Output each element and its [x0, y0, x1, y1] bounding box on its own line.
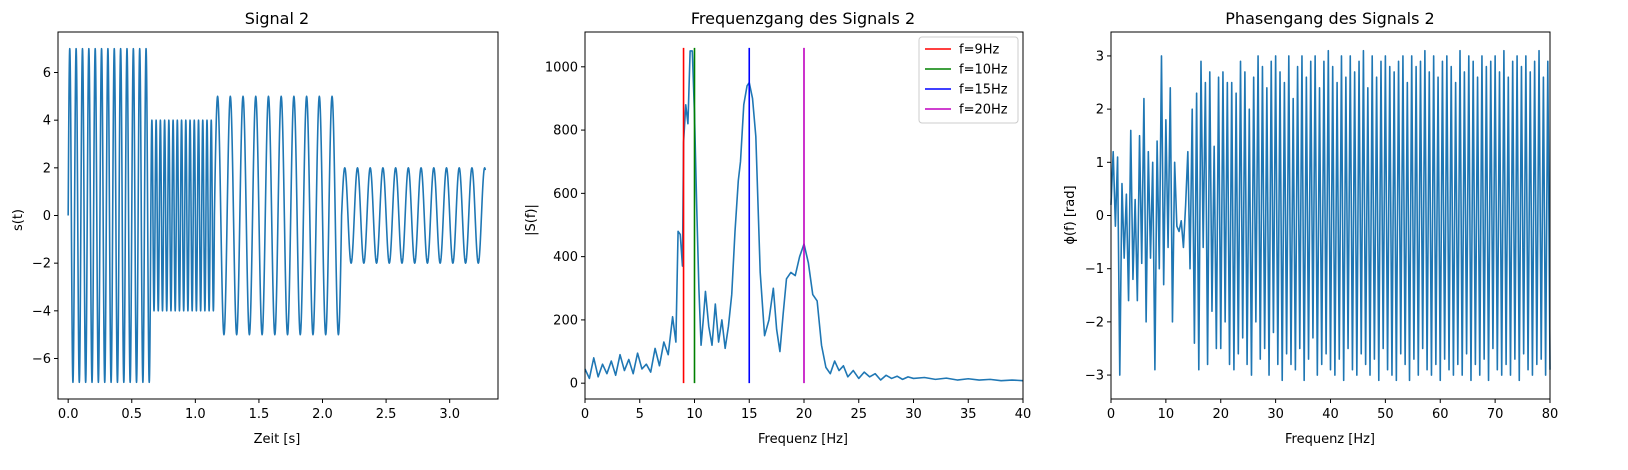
signal-plot-frame — [57, 31, 499, 400]
signal-plot-xtick-label: 0.5 — [121, 407, 142, 422]
signal-plot-ylabel: s(t) — [11, 209, 26, 231]
frequency-response-plot-ytick-label: 0 — [570, 377, 578, 392]
signal-plot-xtick-label: 2.0 — [312, 407, 333, 422]
signal-plot-xtick-label: 1.5 — [249, 407, 270, 422]
phase-response-plot-ytick-label: 1 — [1096, 156, 1104, 171]
signal-plot-ytick-label: 6 — [43, 66, 51, 81]
signal-plot-ticks: 0.0 0.5 1.0 1.5 2.0 2.5 3.0 −6 −4 −2 0 2 4 6 — [32, 66, 460, 422]
phase-line — [1110, 49, 1551, 382]
signal-plot-ytick-label: 4 — [43, 114, 51, 129]
frequency-response-plot-xtick-label: 30 — [905, 407, 922, 422]
phase-response-plot-frame — [1110, 31, 1551, 400]
signal-plot-marks — [67, 47, 487, 384]
legend-box — [918, 36, 1019, 124]
phase-response-plot-xtick-label: 40 — [1322, 407, 1339, 422]
frequency-response-plot-title: Frequenzgang des Signals 2 — [691, 9, 915, 28]
signal-plot-xtick-label: 3.0 — [439, 407, 460, 422]
legend-label: f=15Hz — [959, 83, 1008, 98]
signal-plot-ytick-label: −4 — [32, 304, 51, 319]
legend-label: f=10Hz — [959, 63, 1008, 78]
frequency-response-plot-xtick-label: 40 — [1015, 407, 1032, 422]
frequency-response-plot-ytick-label: 200 — [553, 313, 578, 328]
phase-response-plot-xtick-label: 0 — [1107, 407, 1115, 422]
phase-response-plot-ylabel: ϕ(f) [rad] — [1063, 185, 1078, 244]
signal-plot: Signal 2 Zeit [s] s(t) 0.0 0.5 1.0 1.5 2.0 2.… — [11, 9, 499, 447]
frequency-response-plot-xtick-label: 0 — [581, 407, 589, 422]
frequency-response-plot: Frequenzgang des Signals 2 Frequenz [Hz]… — [524, 9, 1031, 447]
phase-response-plot-ticks: 0 10 20 30 40 50 60 70 80 −3 −2 −1 0 1 2 3 — [1085, 49, 1558, 422]
phase-response-plot-xtick-label: 20 — [1212, 407, 1229, 422]
frequency-response-plot-ytick-label: 600 — [553, 187, 578, 202]
phase-response-plot-xtick-label: 30 — [1267, 407, 1284, 422]
frequency-response-plot-ytick-label: 800 — [553, 124, 578, 139]
signal-plot-title: Signal 2 — [245, 9, 309, 28]
phase-response-plot-xtick-label: 50 — [1377, 407, 1394, 422]
signal-plot-ytick-label: −6 — [32, 352, 51, 367]
legend-label: f=20Hz — [959, 103, 1008, 118]
signal-plot-ytick-label: −2 — [32, 257, 51, 272]
frequency-response-plot-xtick-label: 20 — [796, 407, 813, 422]
frequency-response-plot-ytick-label: 1000 — [545, 60, 578, 75]
frequency-response-plot-frame — [584, 31, 1024, 400]
phase-response-plot-xtick-label: 80 — [1542, 407, 1559, 422]
signal-plot-xtick-label: 2.5 — [376, 407, 397, 422]
legend-label: f=9Hz — [959, 43, 1000, 58]
frequency-response-legend: f=9Hz f=10Hz f=15Hz f=20Hz — [918, 36, 1019, 124]
signal-plot-xtick-label: 1.0 — [185, 407, 206, 422]
magnitude-line — [584, 50, 1024, 382]
frequency-response-plot-marks — [584, 47, 1024, 384]
phase-response-plot-ytick-label: 2 — [1096, 103, 1104, 118]
frequency-response-plot-xtick-label: 5 — [636, 407, 644, 422]
phase-response-plot: Phasengang des Signals 2 Frequenz [Hz] ϕ… — [1063, 9, 1558, 447]
signal-plot-xlabel: Zeit [s] — [254, 432, 301, 447]
phase-response-plot-xtick-label: 70 — [1487, 407, 1504, 422]
frequency-response-plot-xlabel: Frequenz [Hz] — [758, 432, 848, 447]
phase-response-plot-ytick-label: 0 — [1096, 209, 1104, 224]
phase-response-plot-xtick-label: 60 — [1432, 407, 1449, 422]
frequency-response-plot-xtick-label: 35 — [960, 407, 977, 422]
phase-response-plot-ytick-label: 3 — [1096, 49, 1104, 64]
frequency-response-plot-xtick-label: 15 — [741, 407, 758, 422]
frequency-response-plot-ytick-label: 400 — [553, 250, 578, 265]
signal-plot-ytick-label: 2 — [43, 161, 51, 176]
signal-plot-ytick-label: 0 — [43, 209, 51, 224]
frequency-response-plot-xtick-label: 25 — [850, 407, 867, 422]
phase-response-plot-xlabel: Frequenz [Hz] — [1285, 432, 1375, 447]
phase-response-plot-ytick-label: −1 — [1085, 262, 1104, 277]
frequency-response-plot-xtick-label: 10 — [686, 407, 703, 422]
signal-line — [67, 47, 487, 384]
phase-response-plot-marks — [1110, 49, 1551, 382]
signal-plot-xtick-label: 0.0 — [58, 407, 79, 422]
phase-response-plot-ytick-label: −3 — [1085, 369, 1104, 384]
phase-response-plot-title: Phasengang des Signals 2 — [1225, 9, 1434, 28]
phase-response-plot-ytick-label: −2 — [1085, 315, 1104, 330]
frequency-response-plot-ylabel: |S(f)| — [524, 204, 539, 236]
phase-response-plot-xtick-label: 10 — [1158, 407, 1175, 422]
